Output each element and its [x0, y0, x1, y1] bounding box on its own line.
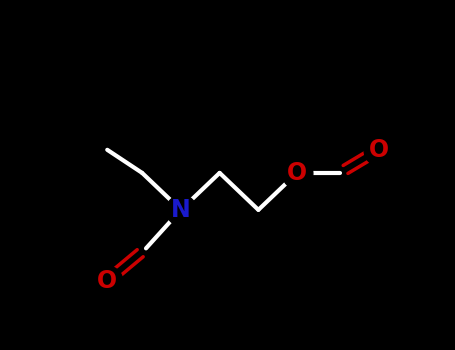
Text: O: O [369, 138, 389, 162]
Text: N: N [171, 198, 191, 222]
Text: O: O [97, 269, 117, 293]
Text: O: O [287, 161, 307, 185]
